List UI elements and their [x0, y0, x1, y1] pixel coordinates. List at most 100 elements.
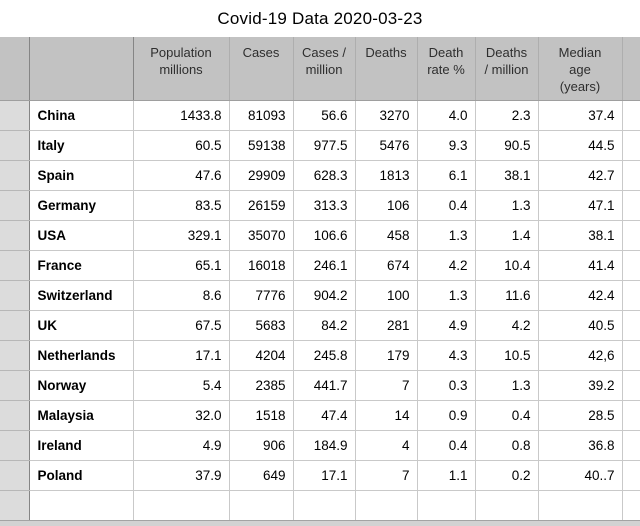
deaths-per-million-cell[interactable]: 10.5	[475, 340, 539, 371]
median-age-cell[interactable]	[538, 490, 623, 523]
cases-per-million-cell[interactable]: 313.3	[293, 190, 356, 221]
row-gutter-cell[interactable]	[0, 340, 30, 371]
country-cell[interactable]: Poland	[29, 460, 134, 491]
country-cell[interactable]: Malaysia	[29, 400, 134, 431]
deaths-per-million-cell[interactable]: 38.1	[475, 160, 539, 191]
population-cell[interactable]: 329.1	[133, 220, 230, 251]
population-cell[interactable]	[133, 490, 230, 523]
deaths-cell[interactable]	[355, 490, 418, 523]
cases-per-million-cell[interactable]: 904.2	[293, 280, 356, 311]
death-rate-cell[interactable]: 4.2	[417, 250, 476, 281]
country-cell[interactable]: France	[29, 250, 134, 281]
country-cell[interactable]: USA	[29, 220, 134, 251]
row-spacer-cell[interactable]	[622, 250, 640, 281]
population-cell[interactable]: 37.9	[133, 460, 230, 491]
cases-per-million-cell[interactable]: 56.6	[293, 100, 356, 131]
median-age-cell[interactable]: 47.1	[538, 190, 623, 221]
median-age-cell[interactable]: 36.8	[538, 430, 623, 461]
country-cell[interactable]: UK	[29, 310, 134, 341]
row-gutter-cell[interactable]	[0, 160, 30, 191]
cases-per-million-cell[interactable]: 245.8	[293, 340, 356, 371]
death-rate-cell[interactable]	[417, 490, 476, 523]
row-spacer-cell[interactable]	[622, 430, 640, 461]
row-spacer-cell[interactable]	[622, 130, 640, 161]
death-rate-cell[interactable]: 6.1	[417, 160, 476, 191]
deaths-cell[interactable]: 1813	[355, 160, 418, 191]
population-cell[interactable]: 8.6	[133, 280, 230, 311]
deaths-per-million-cell[interactable]: 1.3	[475, 190, 539, 221]
cases-cell[interactable]: 59138	[229, 130, 294, 161]
row-spacer-cell[interactable]	[622, 400, 640, 431]
cases-per-million-cell[interactable]: 84.2	[293, 310, 356, 341]
median-age-cell[interactable]: 40.5	[538, 310, 623, 341]
country-cell[interactable]: Spain	[29, 160, 134, 191]
deaths-per-million-cell[interactable]: 2.3	[475, 100, 539, 131]
row-gutter-cell[interactable]	[0, 280, 30, 311]
population-cell[interactable]: 4.9	[133, 430, 230, 461]
cases-per-million-cell[interactable]: 47.4	[293, 400, 356, 431]
population-cell[interactable]: 60.5	[133, 130, 230, 161]
country-cell[interactable]: Germany	[29, 190, 134, 221]
death-rate-cell[interactable]: 0.4	[417, 190, 476, 221]
deaths-per-million-cell[interactable]	[475, 490, 539, 523]
deaths-cell[interactable]: 674	[355, 250, 418, 281]
death-rate-cell[interactable]: 4.3	[417, 340, 476, 371]
country-cell[interactable]: Netherlands	[29, 340, 134, 371]
column-header-cases-per-million[interactable]: Cases / million	[293, 37, 356, 101]
population-cell[interactable]: 83.5	[133, 190, 230, 221]
cases-cell[interactable]: 16018	[229, 250, 294, 281]
cases-cell[interactable]: 26159	[229, 190, 294, 221]
deaths-cell[interactable]: 458	[355, 220, 418, 251]
country-cell[interactable]: China	[29, 100, 134, 131]
deaths-cell[interactable]: 3270	[355, 100, 418, 131]
cases-cell[interactable]: 35070	[229, 220, 294, 251]
deaths-per-million-cell[interactable]: 0.8	[475, 430, 539, 461]
deaths-per-million-cell[interactable]: 1.4	[475, 220, 539, 251]
cases-cell[interactable]: 1518	[229, 400, 294, 431]
row-spacer-cell[interactable]	[622, 100, 640, 131]
column-header-deaths[interactable]: Deaths	[355, 37, 418, 101]
deaths-per-million-cell[interactable]: 1.3	[475, 370, 539, 401]
cases-cell[interactable]: 2385	[229, 370, 294, 401]
row-gutter-cell[interactable]	[0, 430, 30, 461]
deaths-per-million-cell[interactable]: 0.4	[475, 400, 539, 431]
population-cell[interactable]: 67.5	[133, 310, 230, 341]
cases-cell[interactable]: 906	[229, 430, 294, 461]
row-gutter-cell[interactable]	[0, 490, 30, 523]
median-age-cell[interactable]: 28.5	[538, 400, 623, 431]
column-header-population[interactable]: Population millions	[133, 37, 230, 101]
row-gutter-cell[interactable]	[0, 460, 30, 491]
death-rate-cell[interactable]: 9.3	[417, 130, 476, 161]
row-gutter-cell[interactable]	[0, 190, 30, 221]
country-cell[interactable]: Ireland	[29, 430, 134, 461]
median-age-cell[interactable]: 40..7	[538, 460, 623, 491]
death-rate-cell[interactable]: 1.1	[417, 460, 476, 491]
death-rate-cell[interactable]: 4.0	[417, 100, 476, 131]
median-age-cell[interactable]: 41.4	[538, 250, 623, 281]
deaths-per-million-cell[interactable]: 0.2	[475, 460, 539, 491]
median-age-cell[interactable]: 42.4	[538, 280, 623, 311]
population-cell[interactable]: 65.1	[133, 250, 230, 281]
cases-cell[interactable]: 7776	[229, 280, 294, 311]
row-spacer-cell[interactable]	[622, 220, 640, 251]
deaths-per-million-cell[interactable]: 11.6	[475, 280, 539, 311]
median-age-cell[interactable]: 42.7	[538, 160, 623, 191]
column-header-death-rate[interactable]: Death rate %	[417, 37, 476, 101]
deaths-cell[interactable]: 106	[355, 190, 418, 221]
cases-cell[interactable]: 81093	[229, 100, 294, 131]
deaths-cell[interactable]: 281	[355, 310, 418, 341]
country-header-cell[interactable]	[29, 37, 134, 101]
median-age-cell[interactable]: 37.4	[538, 100, 623, 131]
corner-gutter-cell[interactable]	[0, 37, 30, 101]
row-spacer-cell[interactable]	[622, 340, 640, 371]
country-cell[interactable]: Italy	[29, 130, 134, 161]
row-gutter-cell[interactable]	[0, 220, 30, 251]
row-spacer-cell[interactable]	[622, 370, 640, 401]
death-rate-cell[interactable]: 0.9	[417, 400, 476, 431]
row-spacer-cell[interactable]	[622, 160, 640, 191]
row-gutter-cell[interactable]	[0, 310, 30, 341]
cases-per-million-cell[interactable]: 628.3	[293, 160, 356, 191]
cases-per-million-cell[interactable]: 17.1	[293, 460, 356, 491]
population-cell[interactable]: 32.0	[133, 400, 230, 431]
deaths-per-million-cell[interactable]: 4.2	[475, 310, 539, 341]
